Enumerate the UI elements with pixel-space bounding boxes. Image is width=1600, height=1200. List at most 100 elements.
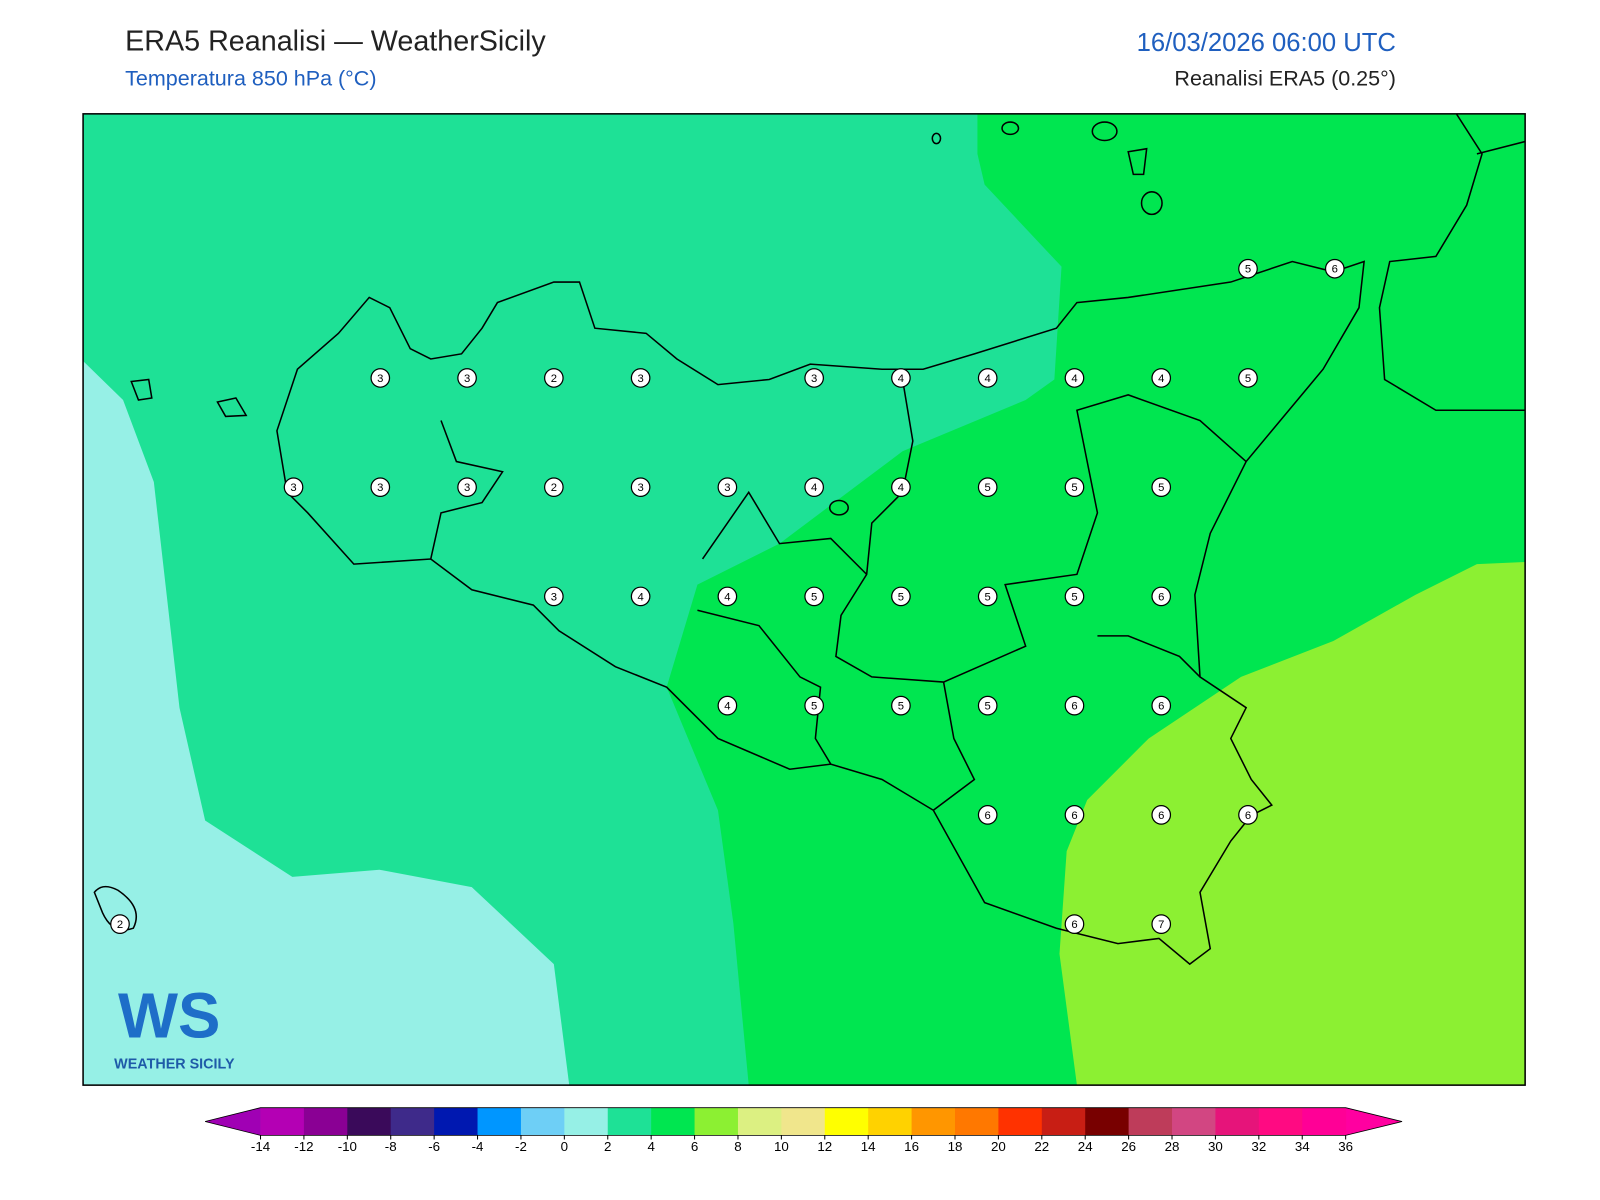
colorbar-tick-label: 12 — [817, 1139, 832, 1154]
station-value: 6 — [1158, 810, 1164, 822]
colorbar-tick-label: 16 — [904, 1139, 919, 1154]
colorbar-over — [1345, 1107, 1403, 1136]
station-marker — [1064, 477, 1085, 498]
colorbar-segment — [607, 1107, 652, 1136]
map-frame — [82, 113, 1526, 1086]
station-value: 4 — [898, 373, 904, 385]
station-marker — [630, 586, 651, 607]
colorbar-segment — [781, 1107, 826, 1136]
station-value: 6 — [1332, 264, 1338, 276]
colorbar-tick-label: 4 — [647, 1139, 655, 1154]
station-marker — [717, 477, 738, 498]
colorbar-tick-label: 32 — [1251, 1139, 1266, 1154]
station-marker — [1064, 586, 1085, 607]
colorbar-tick-label: -2 — [515, 1139, 527, 1154]
station-marker — [544, 477, 564, 498]
source: Reanalisi ERA5 (0.25°) — [1174, 67, 1395, 91]
station-value: 4 — [724, 701, 730, 713]
station-value: 2 — [551, 373, 557, 385]
colorbar-segment — [434, 1107, 479, 1136]
station-value: 6 — [1158, 591, 1164, 603]
station-value: 4 — [724, 591, 730, 603]
station-value: 5 — [1245, 264, 1251, 276]
station-marker — [891, 586, 911, 607]
colorbar-segment — [390, 1107, 435, 1136]
colorbar-tick-label: 20 — [991, 1139, 1006, 1154]
station-marker — [370, 368, 391, 388]
station-value: 6 — [1071, 810, 1077, 822]
station-value: 6 — [985, 810, 991, 822]
station-value: 3 — [464, 482, 470, 494]
colorbar-segment — [737, 1107, 782, 1136]
colorbar-segment — [477, 1107, 522, 1136]
colorbar-segment — [1215, 1107, 1260, 1136]
colorbar-segment — [520, 1107, 565, 1136]
station-marker — [1151, 914, 1172, 934]
colorbar-tick-label: -4 — [472, 1139, 484, 1154]
station-value: 2 — [117, 919, 123, 931]
station-value: 6 — [1071, 919, 1077, 931]
title: ERA5 Reanalisi — WeatherSicily — [125, 26, 546, 58]
colorbar-segment — [303, 1107, 348, 1136]
station-marker — [1151, 805, 1172, 825]
station-value: 5 — [811, 591, 817, 603]
colorbar-segment — [651, 1107, 696, 1136]
station-value: 5 — [1158, 482, 1164, 494]
station-marker — [1151, 477, 1172, 498]
station-marker — [457, 477, 477, 498]
station-value: 5 — [1071, 482, 1077, 494]
station-marker — [977, 477, 998, 498]
station-marker — [891, 477, 911, 498]
colorbar-tick-label: -6 — [428, 1139, 440, 1154]
colorbar-tick-label: 36 — [1338, 1139, 1353, 1154]
station-marker — [370, 477, 391, 498]
map — [83, 113, 1526, 1086]
station-marker — [110, 914, 130, 934]
station-value: 4 — [985, 373, 991, 385]
station-marker — [630, 477, 651, 498]
station-marker — [1238, 258, 1258, 279]
colorbar-tick-label: 8 — [734, 1139, 741, 1154]
station-value: 3 — [637, 482, 643, 494]
station-value: 3 — [290, 482, 296, 494]
station-value: 4 — [637, 591, 643, 603]
station-marker — [717, 695, 738, 716]
station-value: 5 — [811, 701, 817, 713]
colorbar-tick-label: 24 — [1078, 1139, 1093, 1154]
colorbar-tick-label: 14 — [861, 1139, 876, 1154]
station-value: 3 — [377, 482, 383, 494]
station-value: 3 — [637, 373, 643, 385]
colorbar-tick-label: 6 — [691, 1139, 698, 1154]
station-value: 6 — [1071, 701, 1077, 713]
station-value: 4 — [811, 482, 817, 494]
station-marker — [1151, 368, 1172, 388]
station-value: 4 — [898, 482, 904, 494]
colorbar-segment — [911, 1107, 956, 1136]
coastline — [93, 113, 1526, 966]
station-value: 4 — [1158, 373, 1164, 385]
station-value: 3 — [724, 482, 730, 494]
station-marker — [977, 586, 998, 607]
colorbar-segment — [564, 1107, 609, 1136]
station-marker — [283, 477, 304, 498]
station-marker — [1064, 368, 1085, 388]
valid-time: 16/03/2026 06:00 UTC — [1137, 29, 1396, 57]
colorbar-segment — [260, 1107, 305, 1136]
colorbar-segment — [1085, 1107, 1130, 1136]
station-marker — [804, 586, 824, 607]
colorbar-tick-label: -8 — [385, 1139, 397, 1154]
colorbar-segment — [824, 1107, 869, 1136]
station-value: 5 — [985, 482, 991, 494]
station-value: 3 — [811, 373, 817, 385]
station-marker — [1238, 368, 1258, 388]
colorbar-segment — [998, 1107, 1043, 1136]
station-value: 5 — [985, 701, 991, 713]
station-marker — [977, 695, 998, 716]
station-marker — [804, 695, 824, 716]
field — [83, 361, 570, 1086]
colorbar-segment — [694, 1107, 739, 1136]
logo-mark: WS — [118, 980, 220, 1051]
colorbar-tick-label: 30 — [1208, 1139, 1223, 1154]
colorbar-segment — [347, 1107, 392, 1136]
